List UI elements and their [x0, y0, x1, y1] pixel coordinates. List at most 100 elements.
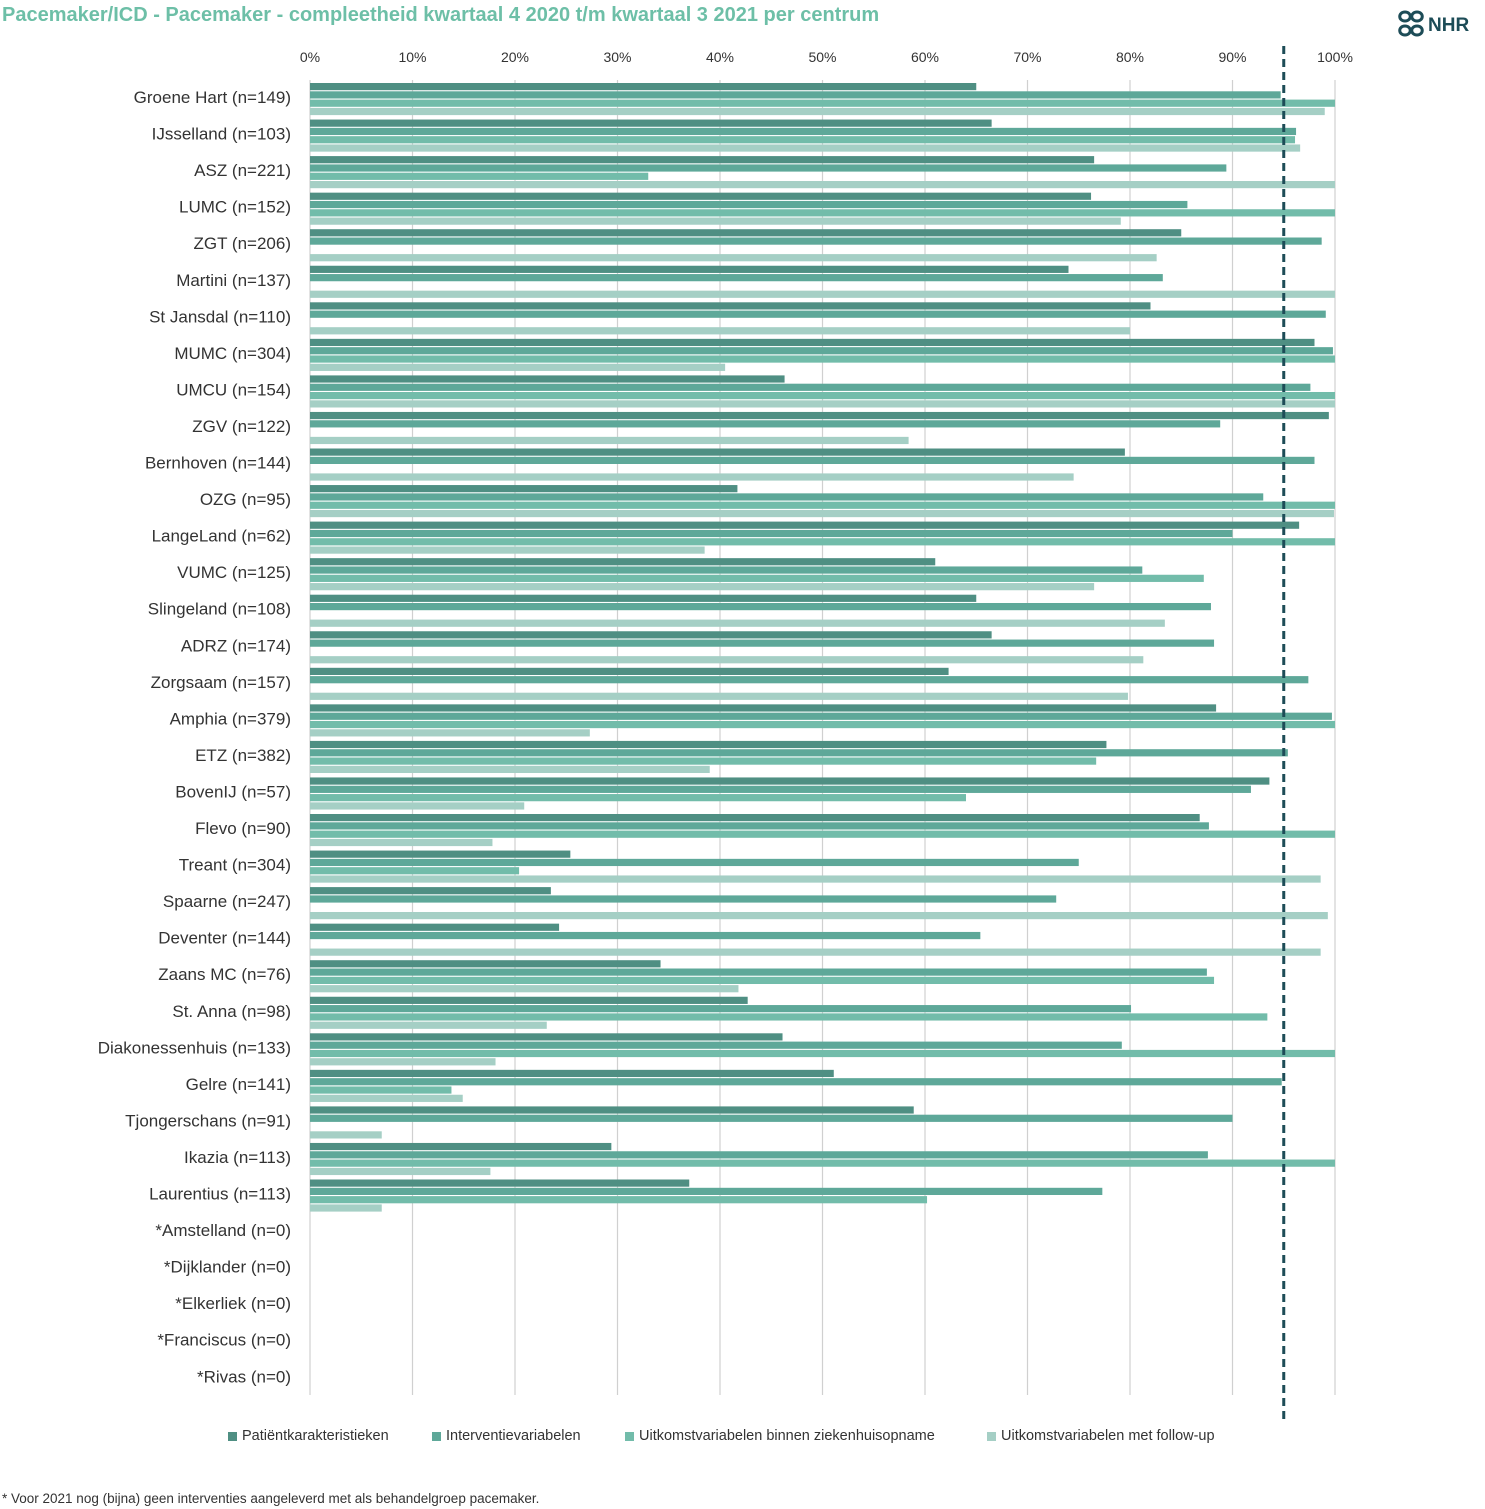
category-label: MUMC (n=304) [174, 344, 291, 363]
bar-4 [310, 144, 1301, 152]
bar-2 [310, 968, 1207, 976]
bar-1 [310, 631, 992, 639]
bar-4 [310, 729, 590, 737]
bar-4 [310, 802, 525, 810]
bar-2 [310, 822, 1209, 830]
x-tick-label: 80% [1116, 49, 1144, 65]
category-label: UMCU (n=154) [176, 380, 291, 399]
bar-2 [310, 383, 1311, 391]
bar-3 [310, 1013, 1268, 1021]
legend-label: Uitkomstvariabelen met follow-up [1001, 1428, 1215, 1444]
bar-2 [310, 749, 1288, 757]
bar-1 [310, 485, 738, 493]
legend-swatch [228, 1431, 237, 1441]
x-tick-label: 0% [300, 49, 320, 65]
bar-4 [310, 1058, 496, 1066]
bar-2 [310, 1078, 1282, 1086]
x-tick-label: 50% [808, 49, 836, 65]
x-tick-label: 20% [501, 49, 529, 65]
bar-3 [310, 1196, 928, 1204]
bar-3 [310, 392, 1335, 400]
bar-4 [310, 546, 705, 554]
bar-3 [310, 976, 1215, 984]
bar-2 [310, 493, 1264, 501]
bar-chart: 0% 10% 20% 30% 40% 50% 60% 70% 80% 90% 100% Groene… [98, 46, 1353, 1420]
bar-3 [310, 1049, 1335, 1058]
bar-2 [310, 676, 1309, 684]
category-label: LUMC (n=152) [179, 198, 291, 217]
category-label: ETZ (n=382) [195, 746, 291, 765]
bar-4 [310, 327, 1130, 335]
bar-2 [310, 639, 1215, 647]
legend-label: Interventievariabelen [446, 1428, 581, 1444]
category-label: Flevo (n=90) [195, 819, 291, 838]
category-label: LangeLand (n=62) [152, 527, 291, 546]
bar-3 [310, 794, 966, 802]
bar-3 [310, 574, 1204, 582]
category-label: ZGT (n=206) [194, 234, 291, 253]
category-label: *Rivas (n=0) [197, 1367, 291, 1386]
category-label: Spaarne (n=247) [163, 892, 291, 911]
category-label: St Jansdal (n=110) [149, 307, 291, 326]
bar-2 [310, 237, 1322, 245]
bar-1 [310, 521, 1300, 529]
category-label: Zorgsaam (n=157) [151, 673, 291, 692]
category-label: Deventer (n=144) [158, 929, 291, 948]
nhr-logo: NHR [1395, 6, 1483, 44]
bar-2 [310, 456, 1315, 464]
category-label: IJsselland (n=103) [152, 125, 291, 144]
bar-1 [310, 850, 571, 858]
category-label: *Amstelland (n=0) [155, 1221, 291, 1240]
category-label: Zaans MC (n=76) [158, 965, 291, 984]
category-label: BovenIJ (n=57) [175, 782, 291, 801]
bar-2 [310, 310, 1326, 318]
nhr-logo-mark: NHR [1398, 10, 1469, 37]
bar-2 [310, 1187, 1103, 1195]
bar-1 [310, 1069, 834, 1078]
bar-3 [310, 501, 1335, 509]
bar-4 [310, 948, 1321, 956]
category-label: Amphia (n=379) [170, 709, 291, 728]
category-label: Treant (n=304) [179, 856, 291, 875]
bar-4 [310, 509, 1334, 518]
bar-4 [310, 290, 1335, 298]
bar-1 [310, 265, 1069, 273]
bar-1 [310, 83, 977, 91]
category-label: *Dijklander (n=0) [164, 1258, 291, 1277]
bar-1 [310, 302, 1151, 310]
bar-1 [310, 1142, 612, 1151]
bar-3 [310, 172, 649, 180]
grid-lines [309, 80, 1336, 1395]
legend-swatch [987, 1431, 996, 1441]
category-label: VUMC (n=125) [177, 563, 291, 582]
category-label: Bernhoven (n=144) [145, 454, 291, 473]
x-tick-label: 90% [1218, 49, 1246, 65]
bar-1 [310, 119, 992, 127]
bar-1 [310, 338, 1315, 347]
bar-2 [310, 566, 1143, 574]
x-tick-label: 60% [911, 49, 939, 65]
category-label: *Elkerliek (n=0) [175, 1294, 291, 1313]
category-label: Laurentius (n=113) [149, 1185, 291, 1204]
legend: Patiëntkarakteristieken Interventievariab… [0, 1428, 1485, 1448]
bar-3 [310, 355, 1335, 363]
bar-3 [310, 99, 1335, 107]
bar-4 [310, 217, 1121, 225]
legend-item: Interventievariabelen [432, 1428, 581, 1444]
x-tick-label: 100% [1317, 49, 1353, 65]
bar-1 [310, 229, 1182, 237]
category-label: ZGV (n=122) [192, 417, 291, 436]
bar-2 [310, 274, 1163, 282]
bar-4 [310, 107, 1325, 116]
bar-1 [310, 1106, 914, 1114]
bar-2 [310, 603, 1211, 611]
bar-2 [310, 858, 1079, 867]
logo-text: NHR [1428, 15, 1469, 36]
bar-1 [310, 558, 936, 566]
bar-1 [310, 1179, 690, 1187]
category-label: *Franciscus (n=0) [157, 1331, 291, 1350]
bar-3 [310, 538, 1335, 546]
bar-2 [310, 931, 981, 940]
x-tick-label: 70% [1013, 49, 1041, 65]
bar-4 [310, 765, 710, 773]
